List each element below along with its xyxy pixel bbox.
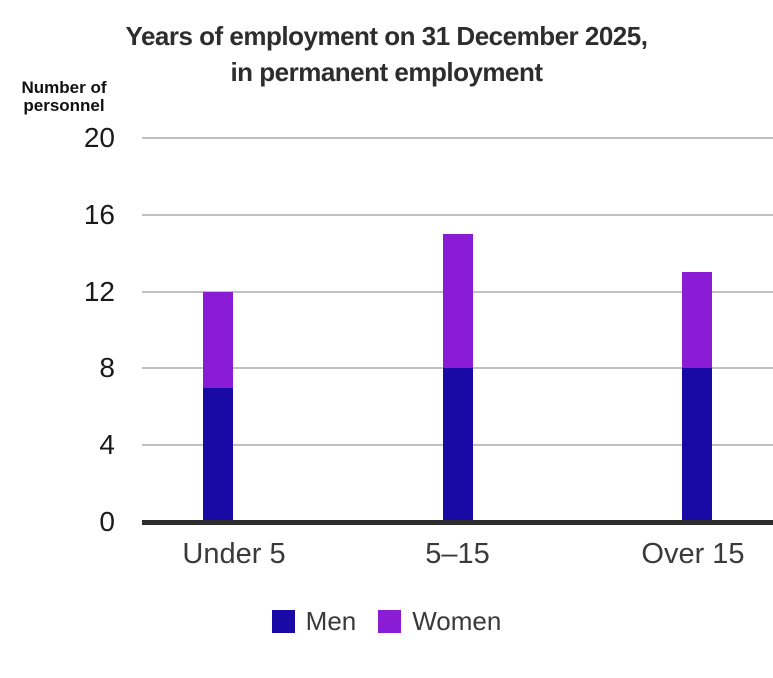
legend-label-men: Men xyxy=(305,606,357,636)
y-tick-12: 12 xyxy=(83,275,115,307)
y-tick-16: 16 xyxy=(83,198,115,230)
chart-title-line1: Years of employment on 31 December 2025, xyxy=(125,21,648,51)
y-tick-0: 0 xyxy=(99,506,115,537)
bar-over-15-men xyxy=(682,368,712,522)
x-label-over-15: Over 15 xyxy=(641,538,745,570)
y-tick-4: 4 xyxy=(99,429,115,461)
y-axis-label: Number of personnel xyxy=(12,79,116,115)
legend-item-men: Men xyxy=(271,606,357,636)
chart-legend: Men Women xyxy=(0,606,773,636)
x-label-5-15: 5–15 xyxy=(425,538,490,570)
bar-over-15-women xyxy=(682,272,712,369)
x-label-under-5: Under 5 xyxy=(182,538,286,570)
chart-title: Years of employment on 31 December 2025,… xyxy=(0,18,773,90)
y-tick-8: 8 xyxy=(99,352,115,384)
bar-under-5-women xyxy=(202,291,233,388)
y-axis-label-line2: personnel xyxy=(23,96,105,115)
bar-under-5-men xyxy=(202,387,233,522)
x-axis-line xyxy=(142,520,773,525)
legend-item-women: Women xyxy=(378,606,501,636)
legend-label-women: Women xyxy=(412,606,502,636)
gridline-20 xyxy=(142,137,773,139)
y-axis-label-line1: Number of xyxy=(21,78,107,97)
bar-5-15-men xyxy=(442,368,473,522)
y-tick-20: 20 xyxy=(83,122,115,153)
women-color-swatch xyxy=(378,609,402,633)
plot-area xyxy=(142,137,773,522)
bar-5-15-women xyxy=(442,234,473,369)
gridline-16 xyxy=(142,213,773,216)
men-color-swatch xyxy=(271,609,295,633)
chart-title-line2: in permanent employment xyxy=(230,57,543,87)
